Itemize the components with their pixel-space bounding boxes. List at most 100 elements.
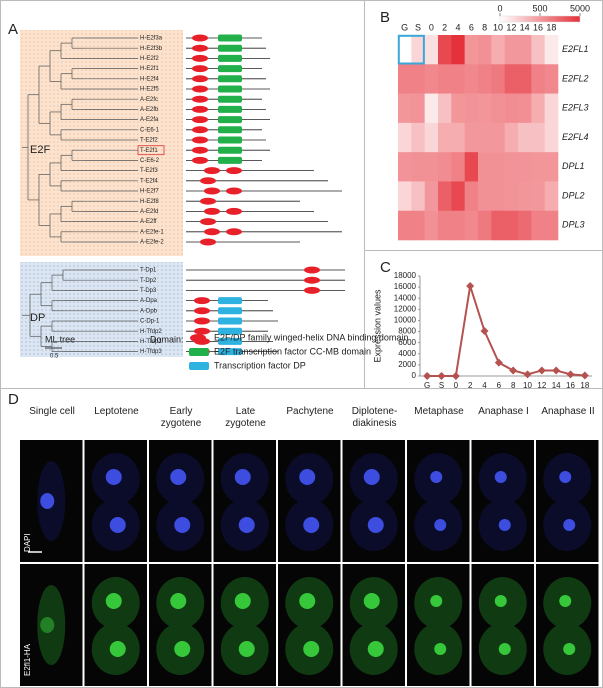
nucleus	[434, 519, 447, 531]
tip-label: C-E6-2	[140, 158, 160, 164]
y-tick-label: 16000	[394, 282, 417, 291]
nucleus	[40, 617, 55, 633]
heat-cell	[544, 210, 559, 241]
stage-label: Metaphase	[414, 406, 464, 417]
column-label: 12	[506, 22, 516, 32]
heat-cell	[451, 181, 465, 212]
stage-label: Diplotene-diakinesis	[351, 406, 398, 429]
tip-label: H-Tfdp3	[140, 349, 162, 355]
heat-cell	[544, 152, 559, 182]
heat-cell	[464, 122, 479, 153]
tip-label: H-Tfdp1	[140, 339, 162, 345]
heat-cell	[544, 35, 559, 65]
column-label: 0	[429, 22, 434, 32]
heat-cell	[531, 35, 545, 65]
domain-oval	[226, 167, 242, 175]
domain-box	[218, 317, 242, 325]
heat-cell	[424, 35, 439, 65]
domain-oval	[204, 228, 220, 236]
legend-text: E2F/DP family winged-helix DNA binding d…	[214, 332, 408, 342]
domain-box	[218, 95, 242, 103]
colorbar-tick-label: 5000	[570, 3, 590, 13]
x-tick-label: 8	[511, 381, 516, 390]
column-label: 14	[520, 22, 530, 32]
row-label: E2FL3	[562, 103, 589, 113]
heat-cell	[424, 122, 439, 153]
panel-label: A	[8, 21, 18, 38]
domain-oval	[226, 187, 242, 195]
tip-label: T-Dp3	[140, 288, 157, 294]
nucleus	[234, 593, 251, 609]
heat-cell	[504, 210, 519, 241]
tip-label: A-E2fa	[140, 117, 159, 123]
series-line	[427, 285, 585, 377]
y-tick-label: 6000	[398, 338, 416, 347]
domain-oval	[192, 95, 208, 103]
heat-cell	[398, 181, 412, 212]
y-tick-label: 14000	[394, 293, 417, 302]
heat-cell	[518, 35, 532, 65]
y-tick-label: 0	[412, 371, 417, 380]
data-point	[494, 358, 503, 367]
domain-oval	[200, 218, 216, 226]
nucleus	[105, 469, 122, 485]
domain-box	[218, 105, 242, 113]
row-label: E2FL1	[562, 44, 589, 54]
heat-cell	[544, 181, 559, 212]
data-point	[566, 370, 575, 379]
x-tick-label: S	[439, 381, 444, 390]
column-label: 10	[493, 22, 503, 32]
heat-cell	[438, 35, 452, 65]
nucleus	[170, 593, 187, 609]
column-label: 18	[546, 22, 556, 32]
data-point	[580, 371, 589, 380]
heat-cell	[478, 181, 492, 212]
data-point	[423, 372, 432, 380]
heat-cell	[398, 64, 412, 94]
heat-cell	[451, 35, 465, 65]
clade-background	[20, 30, 183, 256]
heat-cell	[464, 181, 479, 212]
stage-label: Late zygotene	[225, 406, 266, 429]
heat-cell	[491, 93, 505, 124]
domain-oval	[192, 65, 208, 73]
data-point	[552, 366, 561, 375]
nucleus	[498, 519, 511, 531]
heat-cell	[411, 93, 425, 124]
column-label: 8	[482, 22, 487, 32]
data-point	[437, 372, 446, 380]
heat-cell	[398, 122, 412, 153]
column-label: 2	[442, 22, 447, 32]
domain-oval	[192, 105, 208, 113]
x-tick-label: 18	[580, 381, 589, 390]
nucleus	[363, 593, 380, 609]
heat-cell	[398, 152, 412, 182]
column-label: 16	[533, 22, 543, 32]
domain-oval	[192, 146, 208, 154]
tip-label: A-E2fe-1	[140, 229, 164, 235]
domain-oval	[192, 126, 208, 134]
heat-cell	[424, 64, 439, 94]
x-tick-label: 2	[468, 381, 473, 390]
heat-cell	[451, 93, 465, 124]
domain-oval	[192, 156, 208, 164]
heat-cell	[424, 93, 439, 124]
nucleus	[430, 471, 443, 483]
legend-text: E2F transcription factor CC-MB domain	[214, 346, 371, 356]
row-label: E2FL4	[562, 132, 589, 142]
domain-box	[218, 337, 242, 345]
heat-cell	[518, 64, 532, 94]
nucleus	[105, 593, 122, 609]
domain-box	[218, 126, 242, 134]
highlight-box	[137, 145, 165, 156]
heat-cell	[464, 152, 479, 182]
heat-cell	[478, 64, 492, 94]
nucleus	[559, 595, 572, 607]
nucleus	[363, 469, 380, 485]
tip-label: H-E2f4	[140, 76, 159, 82]
domain-box	[218, 65, 242, 73]
domain-box	[218, 146, 242, 154]
y-tick-label: 10000	[394, 316, 417, 325]
heat-cell	[531, 210, 545, 241]
